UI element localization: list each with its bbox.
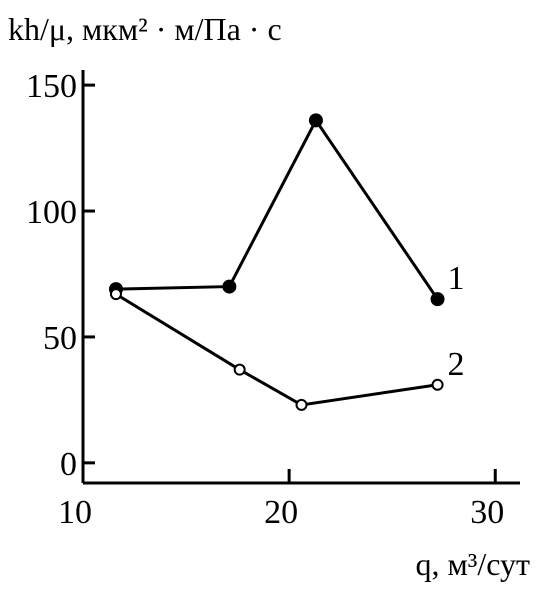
point xyxy=(295,398,308,411)
point xyxy=(431,378,444,391)
x-axis-label: q, м³/сут xyxy=(416,546,531,582)
chart-title: kh/μ, мкм² · м/Па · с xyxy=(8,11,282,47)
x-tick-label: 30 xyxy=(470,494,504,531)
y-tick-label: 50 xyxy=(43,320,77,357)
y-tick-label: 100 xyxy=(26,194,77,231)
y-tick-label: 0 xyxy=(60,446,77,483)
series-line xyxy=(115,292,438,407)
point xyxy=(430,292,445,307)
x-tick-label: 20 xyxy=(264,494,298,531)
point xyxy=(308,113,323,128)
point xyxy=(222,279,237,294)
series-line xyxy=(115,117,439,301)
series-label: 1 xyxy=(448,260,465,297)
x-tick-label: 10 xyxy=(58,494,92,531)
point xyxy=(109,288,122,301)
point xyxy=(233,363,246,376)
series-label: 2 xyxy=(448,346,465,383)
y-tick-label: 150 xyxy=(26,68,77,105)
